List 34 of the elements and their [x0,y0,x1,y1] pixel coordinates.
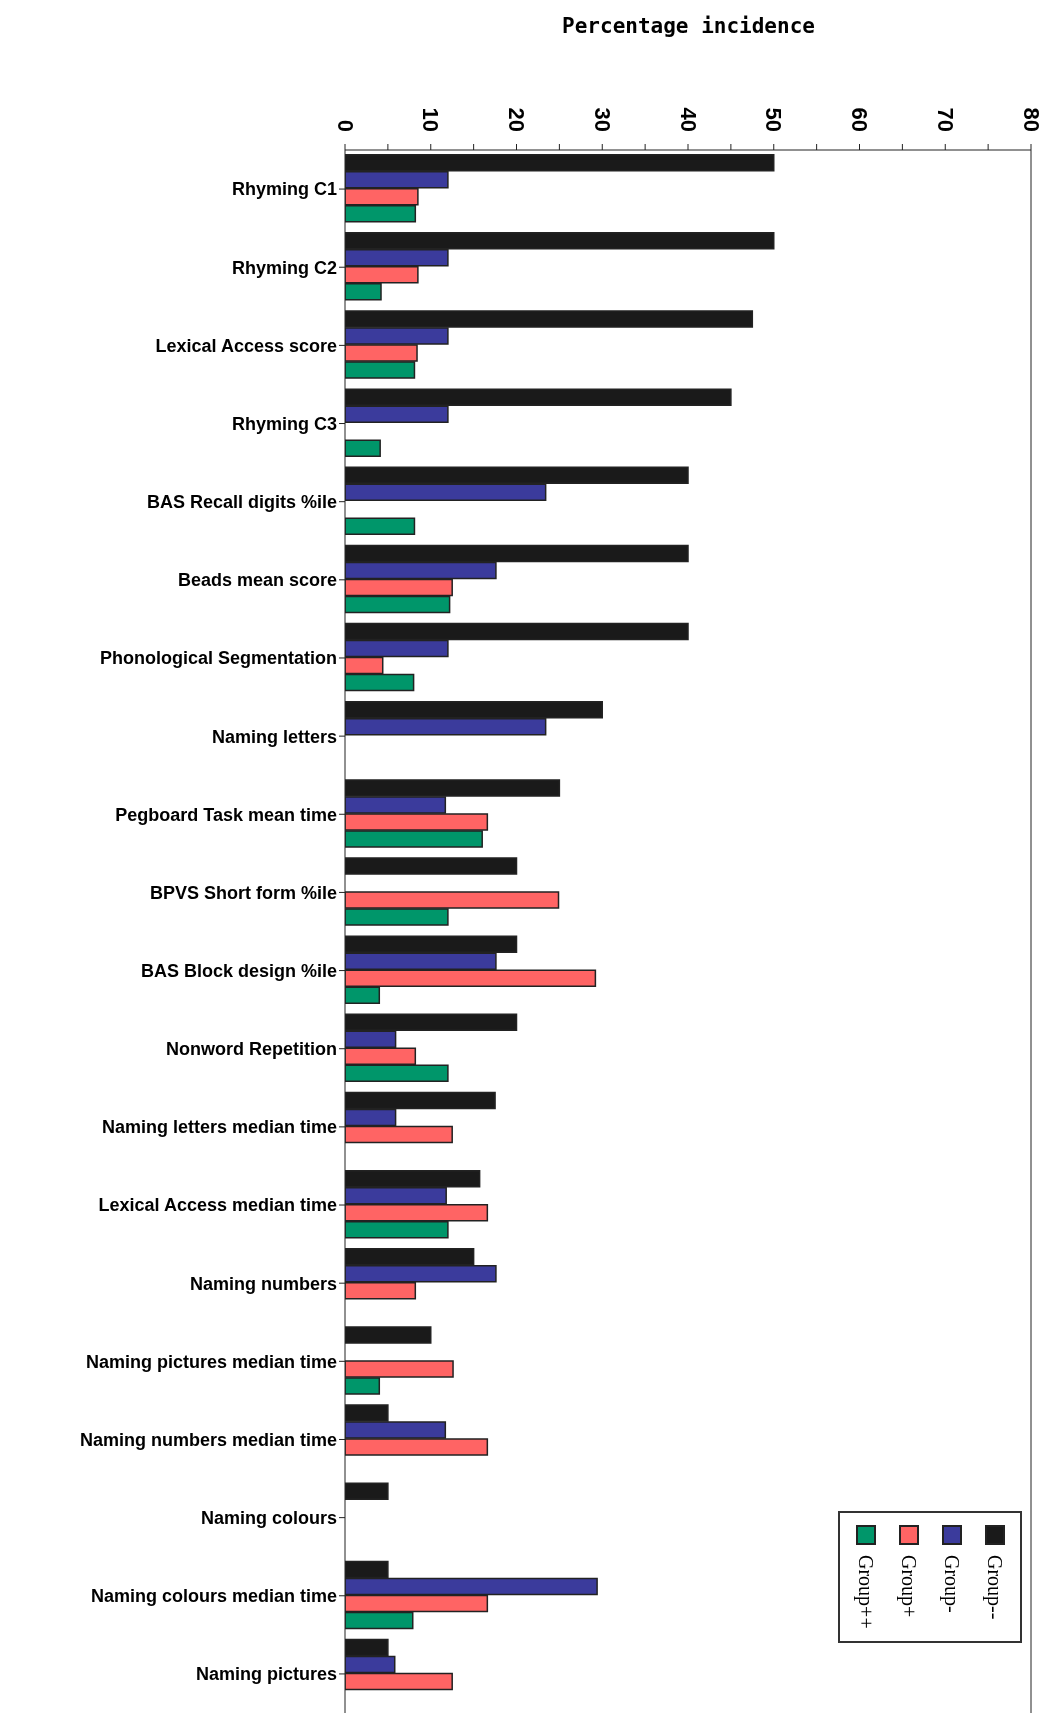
legend-label: Group++ [854,1555,877,1629]
x-tick-label: 70 [932,107,958,132]
x-tick-label: 0 [332,119,358,132]
x-tick-label: 10 [418,107,444,132]
x-tick-label: 20 [504,107,529,132]
x-tick-label: 50 [761,107,787,132]
y-tick-label: Naming pictures median time [85,1351,337,1372]
y-tick-label: Lexical Access median time [98,1195,337,1216]
x-tick-label: 60 [847,107,872,132]
y-tick-label: BAS Recall digits %ile [146,492,337,513]
x-axis-title: Percentage incidence [561,14,816,38]
y-tick-label: Naming colours [200,1508,337,1529]
y-tick-label: BAS Block design %ile [140,960,337,981]
y-tick-label: Rhyming C3 [231,413,337,434]
y-tick-label: Beads mean score [177,570,337,591]
x-tick-label: 80 [1018,107,1044,132]
y-tick-label: Lexical Access score [155,335,337,356]
y-tick-label: Pegboard Task mean time [115,804,337,825]
y-tick-label: Naming pictures [195,1664,337,1685]
legend-label: Group- [940,1555,963,1614]
y-tick-label: Naming numbers median time [79,1429,337,1450]
x-tick-label: 30 [589,107,615,132]
y-tick-label: Naming colours median time [90,1586,337,1607]
y-tick-label: Naming letters median time [101,1117,337,1138]
y-tick-label: BPVS Short form %ile [149,882,337,903]
legend-label: Group-- [983,1555,1006,1620]
x-tick-label: 40 [675,107,701,132]
y-tick-label: Naming numbers [189,1273,337,1294]
y-tick-label: Phonological Segmentation [99,648,337,669]
y-tick-label: Rhyming C2 [231,257,337,278]
y-tick-label: Naming letters [211,726,337,747]
legend-label: Group+ [897,1555,920,1618]
y-tick-label: Rhyming C1 [231,179,337,200]
y-tick-label: Nonword Repetition [166,1039,337,1060]
